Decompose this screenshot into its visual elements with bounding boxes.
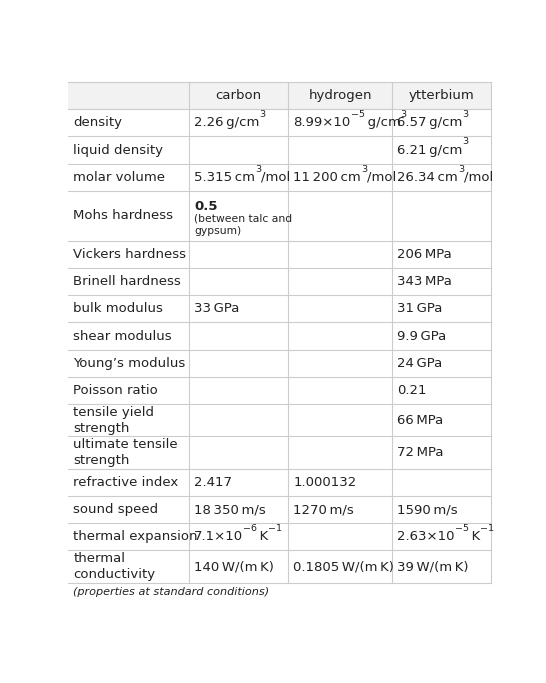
Text: 3: 3 xyxy=(458,165,464,173)
Text: liquid density: liquid density xyxy=(73,143,163,156)
Text: 31 GPa: 31 GPa xyxy=(397,303,442,316)
Text: −6: −6 xyxy=(243,524,257,533)
Text: 11 200 cm: 11 200 cm xyxy=(293,171,361,184)
Text: 5.315 cm: 5.315 cm xyxy=(194,171,255,184)
Text: 39 W/(m K): 39 W/(m K) xyxy=(397,560,468,573)
Text: 24 GPa: 24 GPa xyxy=(397,357,442,370)
Text: 206 MPa: 206 MPa xyxy=(397,248,452,261)
Text: 140 W/(m K): 140 W/(m K) xyxy=(194,560,274,573)
Text: Young’s modulus: Young’s modulus xyxy=(73,357,186,370)
Text: 3: 3 xyxy=(255,165,261,173)
Text: thermal expansion: thermal expansion xyxy=(73,530,198,543)
Text: 33 GPa: 33 GPa xyxy=(194,303,239,316)
Text: 72 MPa: 72 MPa xyxy=(397,446,443,459)
Text: hydrogen: hydrogen xyxy=(308,89,372,102)
Text: 7.1×10: 7.1×10 xyxy=(194,530,243,543)
Text: 3: 3 xyxy=(361,165,367,173)
Text: 6.21 g/cm: 6.21 g/cm xyxy=(397,143,462,156)
Text: (between talc and
gypsum): (between talc and gypsum) xyxy=(194,214,292,236)
Text: 3: 3 xyxy=(259,110,265,119)
Text: 1270 m/s: 1270 m/s xyxy=(293,503,354,516)
Text: −1: −1 xyxy=(268,524,282,533)
Text: 26.34 cm: 26.34 cm xyxy=(397,171,458,184)
Text: 6.57 g/cm: 6.57 g/cm xyxy=(397,116,462,129)
Text: Brinell hardness: Brinell hardness xyxy=(73,275,181,288)
Text: Mohs hardness: Mohs hardness xyxy=(73,209,173,222)
Text: molar volume: molar volume xyxy=(73,171,165,184)
Text: 343 MPa: 343 MPa xyxy=(397,275,452,288)
Text: 3: 3 xyxy=(400,110,407,119)
Text: shear modulus: shear modulus xyxy=(73,329,172,342)
Text: 0.21: 0.21 xyxy=(397,384,426,397)
Text: Vickers hardness: Vickers hardness xyxy=(73,248,186,261)
Text: 18 350 m/s: 18 350 m/s xyxy=(194,503,266,516)
Bar xyxy=(68,82,491,109)
Text: K: K xyxy=(257,530,268,543)
Text: −1: −1 xyxy=(480,524,494,533)
Text: g/cm: g/cm xyxy=(365,116,400,129)
Text: ultimate tensile
strength: ultimate tensile strength xyxy=(73,438,178,467)
Text: tensile yield
strength: tensile yield strength xyxy=(73,406,155,435)
Text: −5: −5 xyxy=(454,524,468,533)
Text: 8.99×10: 8.99×10 xyxy=(293,116,351,129)
Text: sound speed: sound speed xyxy=(73,503,158,516)
Text: 3: 3 xyxy=(462,110,468,119)
Text: K: K xyxy=(468,530,480,543)
Text: 9.9 GPa: 9.9 GPa xyxy=(397,329,446,342)
Text: −5: −5 xyxy=(351,110,365,119)
Text: (properties at standard conditions): (properties at standard conditions) xyxy=(73,587,270,597)
Text: /mol: /mol xyxy=(367,171,396,184)
Text: 1.000132: 1.000132 xyxy=(293,476,357,489)
Text: thermal
conductivity: thermal conductivity xyxy=(73,552,156,581)
Text: 66 MPa: 66 MPa xyxy=(397,414,443,427)
Text: /mol: /mol xyxy=(261,171,290,184)
Text: 2.417: 2.417 xyxy=(194,476,232,489)
Text: refractive index: refractive index xyxy=(73,476,179,489)
Text: 0.1805 W/(m K): 0.1805 W/(m K) xyxy=(293,560,394,573)
Text: 2.26 g/cm: 2.26 g/cm xyxy=(194,116,259,129)
Text: ytterbium: ytterbium xyxy=(409,89,474,102)
Text: /mol: /mol xyxy=(464,171,493,184)
Text: 1590 m/s: 1590 m/s xyxy=(397,503,458,516)
Text: 0.5: 0.5 xyxy=(194,200,217,213)
Text: density: density xyxy=(73,116,122,129)
Text: 3: 3 xyxy=(462,137,468,146)
Text: 2.63×10: 2.63×10 xyxy=(397,530,454,543)
Text: Poisson ratio: Poisson ratio xyxy=(73,384,158,397)
Text: bulk modulus: bulk modulus xyxy=(73,303,163,316)
Text: carbon: carbon xyxy=(216,89,262,102)
